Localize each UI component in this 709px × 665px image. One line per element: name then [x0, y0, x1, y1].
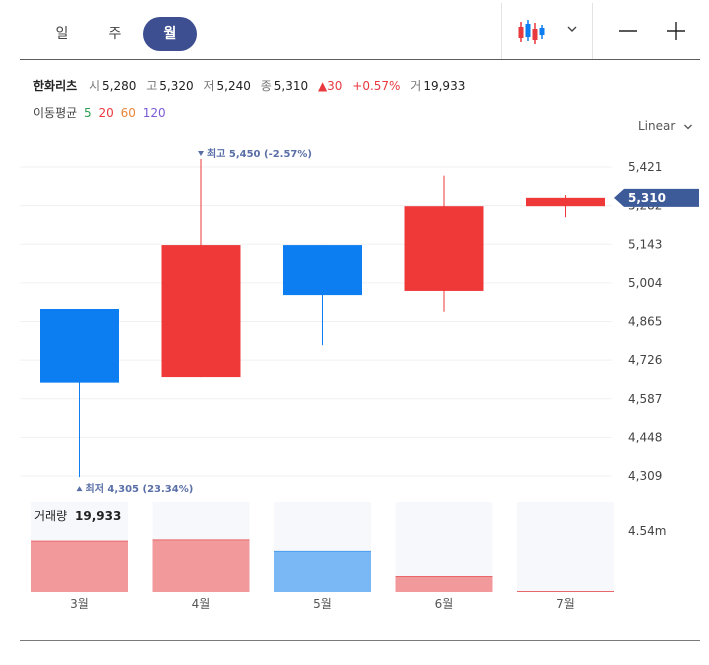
y-tick-label: 4,587: [628, 392, 662, 406]
moving-average-label: 이동평균: [33, 106, 78, 120]
scale-label: Linear: [638, 119, 676, 133]
change-value: 30: [327, 79, 343, 93]
chart-toolbar: 일 주 월: [20, 3, 700, 60]
scale-selector[interactable]: Linear: [638, 119, 693, 133]
tab-month[interactable]: 월: [143, 17, 197, 51]
minus-icon[interactable]: [618, 21, 638, 41]
high-annotation: 최고 5,450 (-2.57%): [207, 147, 312, 160]
x-category-label: 6월: [435, 597, 454, 611]
volume-current: 19,933: [75, 509, 121, 523]
volume-bar: [31, 541, 128, 592]
candle-body: [161, 245, 241, 378]
bottom-divider: [20, 640, 700, 641]
y-tick-label: 5,004: [628, 276, 662, 290]
candle-body: [526, 197, 605, 207]
x-category-label: 3월: [70, 597, 89, 611]
high-label: 고: [146, 79, 158, 93]
y-tick-label: 4,309: [628, 469, 662, 483]
candle-body: [283, 245, 362, 296]
down-triangle-icon: [198, 150, 204, 156]
ma-5[interactable]: 5: [84, 106, 92, 120]
volume-label: 거래량: [34, 509, 67, 523]
up-triangle-icon: [76, 486, 83, 492]
open-label: 시: [89, 79, 101, 93]
volume-bars: 거래량 19,933 4.54m: [31, 502, 666, 592]
up-triangle-icon: ▲: [317, 79, 328, 93]
low-label: 저: [203, 79, 215, 93]
tab-day[interactable]: 일: [55, 26, 69, 42]
y-tick-label: 4,865: [628, 315, 662, 329]
change-percent: +0.57%: [352, 79, 401, 93]
y-tick-label: 5,143: [628, 237, 662, 251]
candlestick-icon[interactable]: [517, 19, 547, 45]
volume-slot-bg: [517, 502, 614, 592]
moving-average-legend: 이동평균 5 20 60 120: [33, 104, 166, 121]
toolbar-divider: [592, 3, 593, 59]
close-value: 5,310: [273, 79, 309, 93]
annotations: 최고 5,450 (-2.57%) 최저 4,305 (23.34%): [76, 147, 312, 495]
candles: [40, 158, 605, 478]
toolbar-divider: [501, 3, 502, 59]
y-axis-ticks: 5,4215,2825,1435,0044,8654,7264,5874,448…: [614, 160, 699, 483]
candle-body: [404, 206, 484, 291]
low-annotation: 최저 4,305 (23.34%): [86, 482, 194, 495]
plus-icon[interactable]: [666, 21, 686, 41]
chevron-down-icon[interactable]: [565, 22, 579, 36]
volume-bar: [395, 576, 493, 592]
volume-label: 거: [410, 79, 422, 93]
x-category-label: 5월: [313, 597, 332, 611]
current-price-tag: [614, 188, 699, 207]
close-label: 종: [260, 79, 272, 93]
ma-60[interactable]: 60: [120, 106, 136, 120]
chevron-down-icon: [684, 124, 693, 129]
ma-20[interactable]: 20: [98, 106, 114, 120]
open-value: 5,280: [102, 79, 137, 93]
stock-name: 한화리츠: [33, 79, 78, 93]
tab-week[interactable]: 주: [108, 26, 122, 42]
volume-axis-label: 4.54m: [628, 524, 666, 538]
low-value: 5,240: [216, 79, 251, 93]
current-price-label: 5,310: [628, 191, 666, 205]
y-tick-label: 5,421: [628, 160, 662, 174]
candle-body: [40, 308, 119, 383]
ma-120[interactable]: 120: [142, 106, 166, 120]
x-category-label: 7월: [556, 597, 575, 611]
y-tick-label: 4,726: [628, 353, 662, 367]
quote-summary: 한화리츠 시 5,280 고 5,320 저 5,240 종 5,310 ▲30 +0.…: [33, 77, 471, 94]
x-category-label: 4월: [192, 597, 211, 611]
volume-bar: [152, 539, 250, 592]
high-value: 5,320: [159, 79, 194, 93]
volume-bar: [274, 551, 371, 592]
volume-value: 19,933: [423, 79, 466, 93]
candlestick-chart: 5,4215,2825,1435,0044,8654,7264,5874,448…: [20, 147, 699, 611]
y-tick-label: 4,448: [628, 430, 662, 444]
x-axis-categories: 3월 4월 5월 6월 7월: [70, 597, 575, 611]
